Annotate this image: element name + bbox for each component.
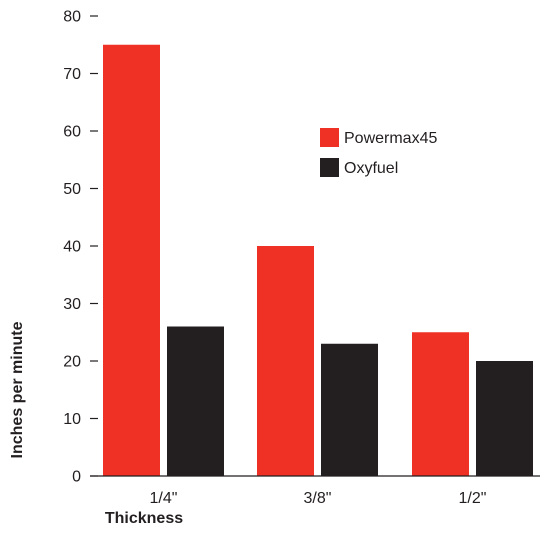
y-tick-label: 70 [63, 66, 81, 83]
legend-swatch-oxyfuel [320, 158, 339, 177]
legend-swatch-powermax45 [320, 128, 339, 147]
y-tick-label: 40 [63, 239, 81, 256]
bar-oxyfuel-2 [321, 343, 378, 476]
bar-powermax45-3 [412, 332, 469, 476]
x-axis-title: Thickness [105, 510, 183, 527]
y-tick-label: 10 [63, 411, 81, 428]
y-tick-label: 0 [72, 469, 81, 486]
bars [103, 44, 533, 476]
x-tick-label: 1/2" [459, 490, 487, 507]
legend: Powermax45 Oxyfuel [320, 128, 437, 177]
y-tick-label: 60 [63, 124, 81, 141]
y-axis-title: Inches per minute [9, 321, 26, 458]
y-tick-label: 50 [63, 181, 81, 198]
bar-powermax45-1 [103, 44, 160, 476]
bar-oxyfuel-3 [476, 361, 533, 476]
legend-label-oxyfuel: Oxyfuel [344, 160, 398, 177]
bar-powermax45-2 [257, 246, 314, 476]
x-tick-label: 1/4" [150, 490, 178, 507]
x-axis: 1/4" 3/8" 1/2" [90, 475, 540, 507]
y-axis: 0 10 20 30 40 50 60 70 80 [63, 9, 98, 486]
legend-label-powermax45: Powermax45 [344, 130, 437, 147]
y-tick-label: 80 [63, 9, 81, 26]
x-tick-label: 3/8" [304, 490, 332, 507]
y-tick-label: 30 [63, 296, 81, 313]
bar-oxyfuel-1 [167, 326, 224, 476]
y-tick-label: 20 [63, 354, 81, 371]
